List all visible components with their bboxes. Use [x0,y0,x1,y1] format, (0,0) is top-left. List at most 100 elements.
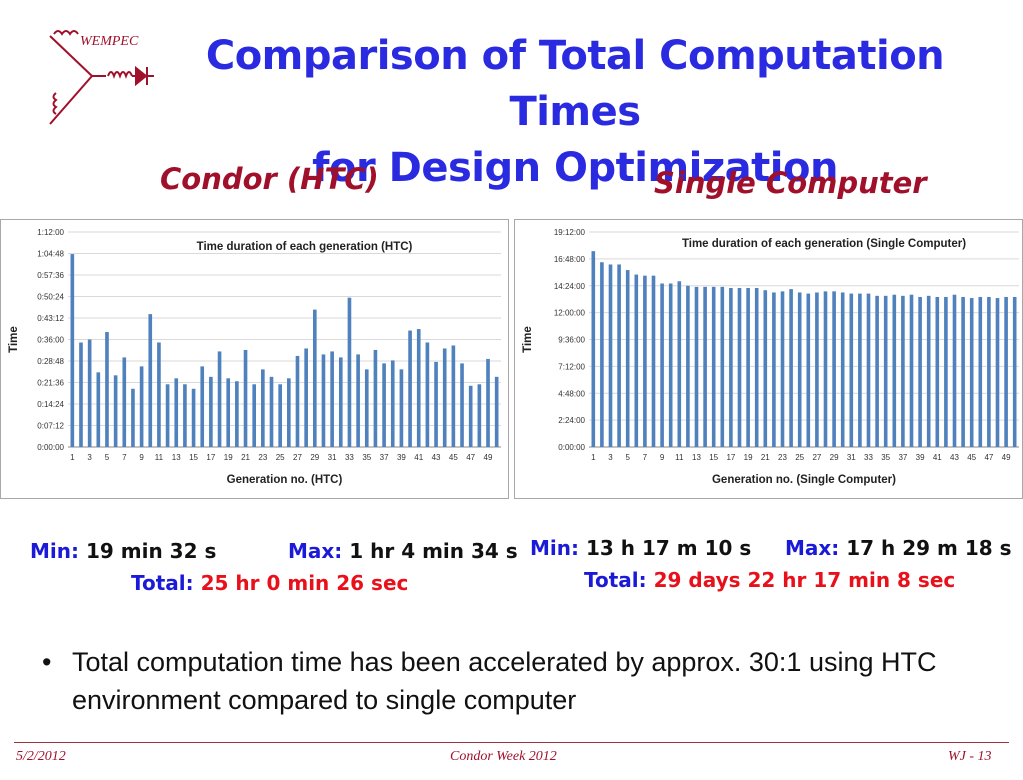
x-axis-label: Generation no. (HTC) [227,474,343,486]
bar [321,354,326,447]
bar [364,369,369,447]
single-total-stat: Total: 29 days 22 hr 17 min 8 sec [584,568,955,592]
bar [399,369,404,447]
single-max-value: 17 h 29 m 18 s [846,536,1012,560]
bar [780,291,785,447]
bar [591,251,596,447]
bar [209,376,213,447]
bar [269,376,274,447]
x-tick-label: 27 [293,453,302,462]
single-total-value: 29 days 22 hr 17 min 8 sec [653,568,956,592]
bar [840,292,845,447]
x-tick-label: 9 [660,453,665,462]
single-total-label: Total: [584,568,647,592]
x-tick-label: 21 [761,453,770,462]
y-tick-label: 16:48:00 [554,255,586,264]
bar [668,283,673,447]
x-tick-label: 49 [484,453,493,462]
bar [252,384,257,447]
bar [772,292,776,447]
bar [978,296,983,447]
single-computer-heading: Single Computer [654,166,927,200]
bar [686,285,690,447]
htc-max-stat: Max: 1 hr 4 min 34 s [288,539,518,563]
bar [660,283,664,447]
htc-chart: 0:00:00 0:07:12 0:14:24 0:21:36 0:28:48 0:36:… [0,219,509,499]
bar [711,286,716,447]
bar [643,275,647,447]
x-tick-label: 1 [591,453,596,462]
x-tick-label: 47 [466,453,475,462]
bar [720,286,725,447]
bar [987,296,991,447]
bar [746,287,750,447]
x-tick-label: 17 [206,453,215,462]
y-tick-label: 0:57:36 [37,271,64,280]
bar [165,384,170,447]
single-min-value: 13 h 17 m 10 s [585,536,752,560]
bar [486,358,490,447]
y-tick-label: 14:24:00 [554,282,586,291]
x-tick-label: 41 [933,453,942,462]
x-tick-label: 9 [139,453,144,462]
bar [797,292,802,447]
single-max-label: Max: [785,536,840,560]
x-tick-label: 27 [812,453,821,462]
y-tick-label: 0:07:12 [37,422,64,431]
y-tick-label: 19:12:00 [554,228,586,237]
y-tick-label: 0:43:12 [37,314,64,323]
x-tick-label: 7 [643,453,648,462]
x-tick-label: 45 [449,453,458,462]
bar [995,298,1000,447]
bar [451,345,456,447]
chart-title: Time duration of each generation (HTC) [197,241,413,253]
x-tick-label: 19 [744,453,753,462]
bar [79,342,83,447]
htc-heading: Condor (HTC) [160,162,379,196]
bar [312,309,317,447]
bar [651,275,656,447]
x-tick-label: 49 [1002,453,1011,462]
bar [468,385,473,447]
bar [815,292,819,447]
x-tick-label: 37 [898,453,907,462]
bar [608,264,613,447]
x-tick-label: 39 [397,453,406,462]
bar [96,372,101,447]
y-tick-label: 0:28:48 [37,357,64,366]
bar [806,293,811,447]
y-tick-label: 0:14:24 [37,400,64,409]
bar [191,388,196,447]
bar [416,329,421,447]
x-tick-label: 25 [795,453,804,462]
bar [373,349,378,447]
x-tick-label: 41 [414,453,423,462]
y-axis-label: Time [8,326,20,353]
x-tick-label: 45 [967,453,976,462]
bar [174,378,179,447]
single-min-label: Min: [530,536,579,560]
bar [763,290,768,447]
bar [356,354,360,447]
bar [200,366,205,447]
bar [789,289,793,447]
bar [754,287,759,447]
x-tick-label: 11 [675,453,684,462]
x-tick-label: 3 [608,453,613,462]
bar [694,286,699,447]
x-tick-label: 25 [276,453,285,462]
bar [969,298,974,447]
footer-date: 5/2/2012 [16,749,66,764]
x-tick-label: 33 [864,453,873,462]
htc-total-label: Total: [131,571,194,595]
x-tick-label: 5 [625,453,630,462]
bar [217,351,222,447]
bar [617,264,621,447]
bar [477,384,482,447]
single-computer-chart-svg: 0:00:00 2:24:00 4:48:00 7:12:00 9:36:00 12:00… [522,228,1019,486]
x-tick-label: 11 [155,453,164,462]
htc-chart-svg: 0:00:00 0:07:12 0:14:24 0:21:36 0:28:48 0:36:… [8,228,501,486]
x-tick-label: 29 [310,453,319,462]
x-tick-label: 1 [70,453,75,462]
bar [295,355,300,447]
